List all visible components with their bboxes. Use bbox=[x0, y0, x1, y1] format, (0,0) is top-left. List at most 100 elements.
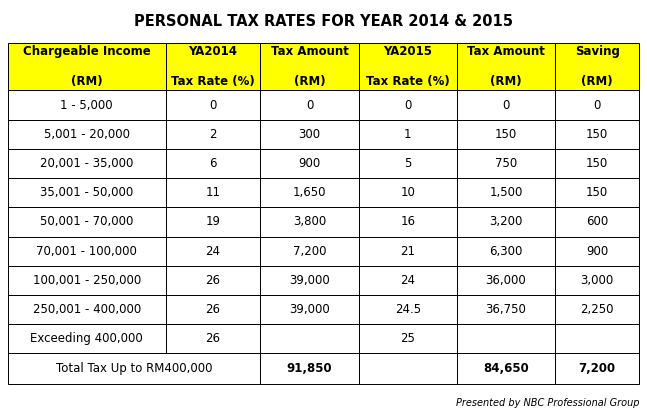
Bar bbox=[8, 324, 166, 353]
Bar bbox=[555, 353, 639, 384]
Text: Presented by NBC Professional Group: Presented by NBC Professional Group bbox=[455, 398, 639, 408]
Text: 39,000: 39,000 bbox=[289, 274, 330, 287]
Bar bbox=[260, 237, 358, 266]
Bar bbox=[260, 178, 358, 207]
Text: 24: 24 bbox=[400, 274, 415, 287]
Bar bbox=[260, 266, 358, 295]
Bar bbox=[457, 207, 555, 237]
Bar bbox=[457, 295, 555, 324]
Bar bbox=[555, 207, 639, 237]
Bar bbox=[358, 295, 457, 324]
Text: 16: 16 bbox=[400, 215, 415, 229]
Bar bbox=[555, 43, 639, 90]
Text: YA2015

Tax Rate (%): YA2015 Tax Rate (%) bbox=[366, 45, 450, 88]
Bar bbox=[8, 178, 166, 207]
Text: 84,650: 84,650 bbox=[483, 363, 529, 375]
Bar bbox=[166, 266, 260, 295]
Bar bbox=[555, 149, 639, 178]
Bar bbox=[166, 207, 260, 237]
Text: 900: 900 bbox=[586, 245, 608, 258]
Text: 25: 25 bbox=[400, 332, 415, 345]
Text: 3,200: 3,200 bbox=[489, 215, 523, 229]
Bar bbox=[358, 178, 457, 207]
Text: YA2014

Tax Rate (%): YA2014 Tax Rate (%) bbox=[171, 45, 255, 88]
Bar bbox=[457, 178, 555, 207]
Bar bbox=[457, 324, 555, 353]
Text: 300: 300 bbox=[298, 128, 320, 141]
Bar bbox=[457, 149, 555, 178]
Bar bbox=[457, 120, 555, 149]
Bar bbox=[8, 353, 260, 384]
Text: 600: 600 bbox=[586, 215, 608, 229]
Bar bbox=[260, 295, 358, 324]
Text: 11: 11 bbox=[206, 186, 221, 199]
Bar bbox=[358, 90, 457, 120]
Text: 50,001 - 70,000: 50,001 - 70,000 bbox=[40, 215, 133, 229]
Text: 150: 150 bbox=[586, 157, 608, 170]
Bar bbox=[358, 266, 457, 295]
Text: 70,001 - 100,000: 70,001 - 100,000 bbox=[36, 245, 137, 258]
Text: 91,850: 91,850 bbox=[287, 363, 333, 375]
Bar bbox=[358, 324, 457, 353]
Text: 36,750: 36,750 bbox=[485, 303, 527, 316]
Text: PERSONAL TAX RATES FOR YEAR 2014 & 2015: PERSONAL TAX RATES FOR YEAR 2014 & 2015 bbox=[134, 14, 513, 29]
Text: Exceeding 400,000: Exceeding 400,000 bbox=[30, 332, 143, 345]
Bar bbox=[555, 324, 639, 353]
Text: 19: 19 bbox=[206, 215, 221, 229]
Bar bbox=[166, 149, 260, 178]
Text: 1,500: 1,500 bbox=[489, 186, 523, 199]
Bar bbox=[260, 207, 358, 237]
Bar bbox=[457, 237, 555, 266]
Text: 7,200: 7,200 bbox=[578, 363, 616, 375]
Text: 2: 2 bbox=[209, 128, 217, 141]
Bar bbox=[358, 353, 457, 384]
Text: 1 - 5,000: 1 - 5,000 bbox=[60, 99, 113, 111]
Text: 900: 900 bbox=[298, 157, 321, 170]
Bar bbox=[166, 90, 260, 120]
Text: 1,650: 1,650 bbox=[292, 186, 326, 199]
Bar bbox=[555, 90, 639, 120]
Bar bbox=[358, 237, 457, 266]
Bar bbox=[457, 353, 555, 384]
Text: 5,001 - 20,000: 5,001 - 20,000 bbox=[44, 128, 129, 141]
Text: 1: 1 bbox=[404, 128, 411, 141]
Bar bbox=[358, 43, 457, 90]
Text: 6,300: 6,300 bbox=[489, 245, 523, 258]
Text: 750: 750 bbox=[495, 157, 517, 170]
Text: 2,250: 2,250 bbox=[580, 303, 614, 316]
Bar bbox=[166, 237, 260, 266]
Text: Tax Amount

(RM): Tax Amount (RM) bbox=[270, 45, 348, 88]
Bar bbox=[260, 149, 358, 178]
Bar bbox=[358, 120, 457, 149]
Bar bbox=[8, 120, 166, 149]
Bar bbox=[260, 353, 358, 384]
Text: 7,200: 7,200 bbox=[292, 245, 326, 258]
Bar bbox=[358, 207, 457, 237]
Text: 3,000: 3,000 bbox=[580, 274, 614, 287]
Bar bbox=[166, 295, 260, 324]
Bar bbox=[166, 43, 260, 90]
Bar bbox=[555, 295, 639, 324]
Text: 0: 0 bbox=[404, 99, 411, 111]
Text: 0: 0 bbox=[593, 99, 601, 111]
Bar bbox=[166, 178, 260, 207]
Bar bbox=[8, 207, 166, 237]
Text: 0: 0 bbox=[210, 99, 217, 111]
Text: 6: 6 bbox=[209, 157, 217, 170]
Bar bbox=[8, 149, 166, 178]
Text: 100,001 - 250,000: 100,001 - 250,000 bbox=[32, 274, 141, 287]
Text: 20,001 - 35,000: 20,001 - 35,000 bbox=[40, 157, 133, 170]
Text: 39,000: 39,000 bbox=[289, 303, 330, 316]
Text: 24: 24 bbox=[206, 245, 221, 258]
Text: 21: 21 bbox=[400, 245, 415, 258]
Bar bbox=[555, 120, 639, 149]
Text: 36,000: 36,000 bbox=[485, 274, 526, 287]
Bar bbox=[166, 324, 260, 353]
Text: 5: 5 bbox=[404, 157, 411, 170]
Bar bbox=[8, 237, 166, 266]
Bar bbox=[260, 90, 358, 120]
Bar bbox=[457, 43, 555, 90]
Bar bbox=[260, 43, 358, 90]
Bar bbox=[555, 266, 639, 295]
Text: 24.5: 24.5 bbox=[395, 303, 421, 316]
